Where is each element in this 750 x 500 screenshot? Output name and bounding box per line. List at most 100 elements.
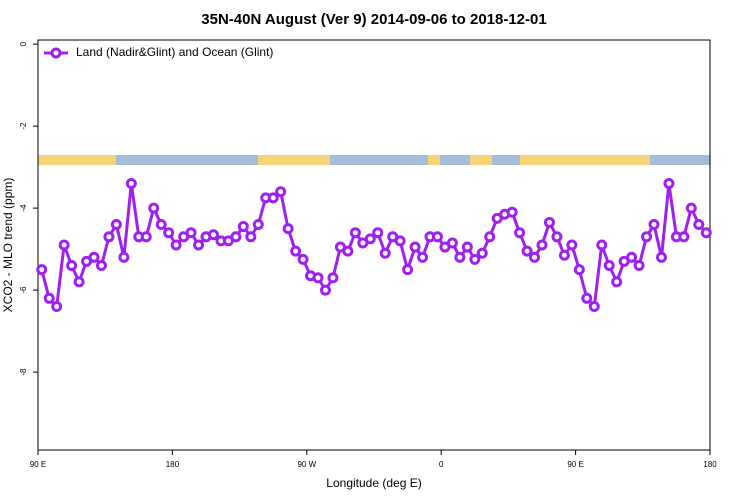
chart-title: 35N-40N August (Ver 9) 2014-09-06 to 201…: [201, 11, 546, 28]
data-point: [95, 260, 107, 271]
data-point: [66, 260, 78, 271]
data-point: [402, 264, 414, 276]
data-point: [51, 301, 63, 312]
data-point: [148, 202, 160, 214]
data-point: [43, 292, 55, 304]
data-point: [431, 231, 443, 243]
land-strip: [428, 155, 440, 165]
data-point: [237, 221, 249, 233]
data-point: [461, 241, 473, 253]
data-point: [252, 219, 264, 230]
data-point: [118, 251, 130, 263]
data-point: [372, 227, 384, 239]
legend-label: Land (Nadir&Glint) and Ocean (Glint): [76, 45, 273, 59]
data-point: [297, 253, 309, 265]
data-point: [155, 219, 167, 230]
data-point: [551, 231, 563, 243]
data-point: [626, 251, 638, 263]
data-point: [267, 192, 279, 204]
data-point: [633, 260, 645, 271]
data-point: [290, 245, 302, 257]
legend-marker: [50, 47, 62, 59]
data-point: [484, 231, 496, 243]
data-point: [409, 241, 421, 253]
data-point: [193, 239, 205, 251]
data-point: [245, 231, 257, 243]
x-tick-label: 90 W: [297, 460, 316, 469]
data-point: [693, 219, 705, 230]
x-tick-label: 90 E: [567, 460, 583, 469]
data-point: [685, 202, 697, 214]
land-strip: [258, 155, 330, 165]
data-point: [110, 219, 122, 230]
y-tick-label: -4: [19, 204, 28, 212]
data-point: [185, 227, 197, 239]
data-point: [573, 264, 585, 276]
data-point: [417, 251, 429, 263]
data-point: [88, 251, 100, 263]
x-tick-label: 90 E: [30, 460, 46, 469]
data-point: [454, 251, 466, 263]
data-point: [663, 178, 675, 189]
data-point: [36, 264, 48, 276]
data-point: [581, 292, 593, 304]
data-point: [588, 301, 600, 312]
data-point: [349, 227, 361, 239]
land-strip: [470, 155, 492, 165]
x-tick-label: 0: [439, 460, 444, 469]
y-tick-label: -2: [19, 122, 28, 130]
data-point: [476, 247, 488, 259]
data-point: [379, 247, 391, 259]
data-point: [327, 272, 339, 284]
data-point: [282, 223, 294, 235]
plot-frame: [37, 39, 711, 451]
data-point: [364, 233, 376, 245]
data-point: [275, 186, 287, 198]
data-point: [446, 237, 458, 249]
data-point: [394, 235, 406, 247]
data-point: [648, 219, 660, 230]
data-point: [312, 272, 324, 284]
data-point: [558, 249, 570, 261]
data-point: [655, 251, 667, 263]
data-point: [521, 245, 533, 257]
data-point: [603, 260, 615, 271]
y-tick-label: -6: [19, 286, 28, 294]
data-point: [506, 206, 518, 218]
data-point: [103, 231, 115, 243]
data-point: [469, 253, 481, 265]
land-ocean-strip: [38, 155, 710, 165]
y-tick-label: 0: [19, 41, 28, 46]
data-point: [125, 178, 137, 189]
x-axis-label: Longitude (deg E): [326, 476, 421, 490]
land-strip: [38, 155, 116, 165]
x-tick-label: 180: [166, 460, 180, 469]
data-point: [678, 231, 690, 243]
data-point: [170, 239, 182, 251]
data-point: [163, 227, 175, 239]
data-point: [73, 276, 85, 288]
data-point: [207, 229, 219, 241]
data-point: [596, 239, 608, 251]
data-point: [230, 231, 242, 243]
data-point: [319, 284, 331, 296]
y-tick-label: -8: [19, 368, 28, 376]
y-axis-label: XCO2 - MLO trend (ppm): [1, 178, 15, 313]
data-point: [700, 227, 712, 239]
data-point: [543, 216, 555, 228]
data-point: [566, 239, 578, 251]
data-point: [140, 231, 152, 243]
data-point: [536, 239, 548, 251]
x-tick-label: 180: [703, 460, 717, 469]
ocean-strip: [38, 155, 710, 165]
data-point: [514, 227, 526, 239]
legend: Land (Nadir&Glint) and Ocean (Glint): [44, 45, 273, 59]
data-point: [529, 251, 541, 263]
land-strip: [520, 155, 650, 165]
data-point: [611, 276, 623, 288]
data-point: [58, 239, 70, 251]
data-point: [641, 231, 653, 243]
data-point: [342, 245, 354, 257]
